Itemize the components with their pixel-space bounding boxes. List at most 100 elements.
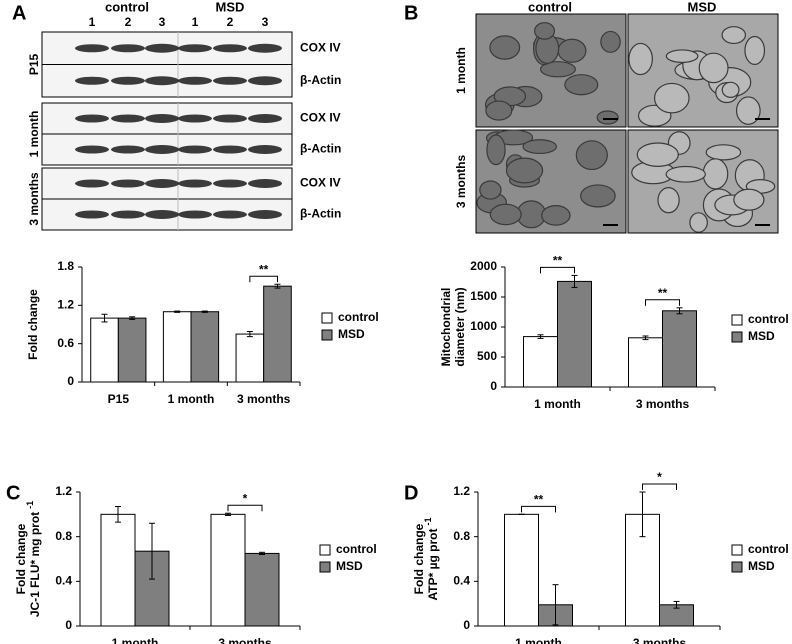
blot-band (145, 210, 179, 219)
significance-label: * (243, 491, 248, 505)
x-tick-label: 3 months (636, 397, 690, 411)
row-label: 1 month (27, 111, 41, 158)
mitochondrion (702, 158, 729, 190)
mitochondrion (479, 180, 502, 200)
y-tick-label: 0.4 (453, 574, 470, 588)
blot-band (248, 76, 282, 86)
x-tick-label: 1 month (515, 636, 562, 644)
column-label: control (528, 0, 572, 14)
bar (628, 337, 663, 388)
column-label: MSD (688, 0, 717, 14)
blot-band (213, 76, 247, 85)
significance-label: * (657, 470, 662, 484)
mitochondrion (689, 212, 708, 233)
x-tick-label: 3 months (633, 636, 687, 644)
mitochondrion (628, 42, 653, 76)
mitochondrion (539, 61, 576, 78)
legend-swatch (319, 561, 331, 573)
y-tick-label: 0 (65, 618, 72, 632)
protein-label: COX IV (300, 111, 341, 125)
bar (244, 552, 280, 627)
mitochondrion (486, 134, 506, 166)
significance-bracket (227, 504, 263, 512)
blot-band (111, 114, 145, 123)
mitochondrion (721, 81, 740, 99)
mitochondrion (698, 52, 729, 84)
mitochondrion (541, 205, 571, 226)
blot-band (213, 210, 247, 219)
panel-letter: B (404, 2, 418, 24)
blot-band (178, 114, 212, 123)
significance-label: ** (553, 254, 563, 268)
legend-label: MSD (336, 559, 363, 573)
row-label: P15 (27, 54, 41, 76)
blot-band (213, 179, 247, 188)
lane-label: 3 (159, 15, 166, 29)
y-tick-label: 0.8 (453, 529, 470, 543)
row-label: 3 months (27, 172, 41, 226)
y-axis-label: Mitochondrial (439, 288, 453, 367)
y-axis-label: diameter (nm) (453, 287, 467, 366)
legend-label: control (748, 312, 789, 326)
blot-band (248, 210, 282, 219)
y-axis-label-text: Fold change (412, 523, 426, 594)
significance-bracket (642, 483, 677, 490)
blot-band (213, 145, 247, 154)
blot-band (178, 76, 212, 85)
x-tick-label: 3 months (218, 636, 272, 644)
lane-label: 2 (125, 15, 132, 29)
protein-label: β-Actin (300, 142, 341, 156)
blot-band (145, 179, 179, 188)
lane-label: 1 (192, 15, 199, 29)
y-tick-label: 1.2 (453, 484, 470, 498)
blot-band (248, 43, 282, 53)
blot-band (111, 179, 145, 188)
mitochondrion (534, 22, 556, 40)
y-tick-label: 1500 (470, 289, 497, 303)
mitochondrion (522, 139, 558, 155)
panel-letter: A (12, 2, 26, 24)
lane-label: 3 (262, 15, 269, 29)
blot-band (178, 179, 212, 188)
y-axis-label: Fold change (26, 289, 40, 360)
blot-band (213, 44, 247, 53)
y-axis-label-superscript: -1 (423, 517, 433, 525)
mitochondrion (489, 35, 521, 60)
legend-swatch (321, 312, 333, 324)
blot-band (111, 145, 145, 154)
significance-bracket (540, 266, 575, 274)
x-tick-label: P15 (108, 392, 130, 406)
x-tick-label: 1 month (534, 397, 581, 411)
bar (504, 513, 539, 627)
legend-label: MSD (748, 559, 775, 573)
blot-band (111, 76, 145, 85)
y-axis-label: Fold change (14, 523, 28, 594)
legend-label: MSD (338, 327, 365, 341)
mitochondrion (636, 142, 679, 167)
bar (263, 285, 292, 383)
row-label: 3 months (454, 155, 468, 209)
blot-band (75, 179, 109, 188)
y-axis-label-text: Fold change (26, 289, 40, 360)
significance-bracket (521, 505, 556, 513)
mitochondrion (721, 26, 747, 45)
y-tick-label: 0 (463, 618, 470, 632)
y-tick-label: 0.4 (55, 574, 72, 588)
protein-label: β-Actin (300, 73, 341, 87)
legend-label: control (336, 542, 377, 556)
blot-band (178, 210, 212, 219)
mitochondrion (744, 35, 766, 65)
y-tick-label: 2000 (470, 259, 497, 273)
lane-label: 1 (89, 15, 96, 29)
y-tick-label: 1.2 (55, 484, 72, 498)
significance-label: ** (259, 262, 269, 276)
x-tick-label: 3 months (237, 392, 291, 406)
y-axis-label: ATP* µg prot -1 (423, 517, 440, 600)
y-tick-label: 0 (67, 374, 74, 388)
bar (557, 280, 592, 388)
protein-label: COX IV (300, 40, 341, 54)
significance-label: ** (534, 493, 544, 507)
legend-label: MSD (748, 329, 775, 343)
mitochondrion (596, 110, 619, 125)
